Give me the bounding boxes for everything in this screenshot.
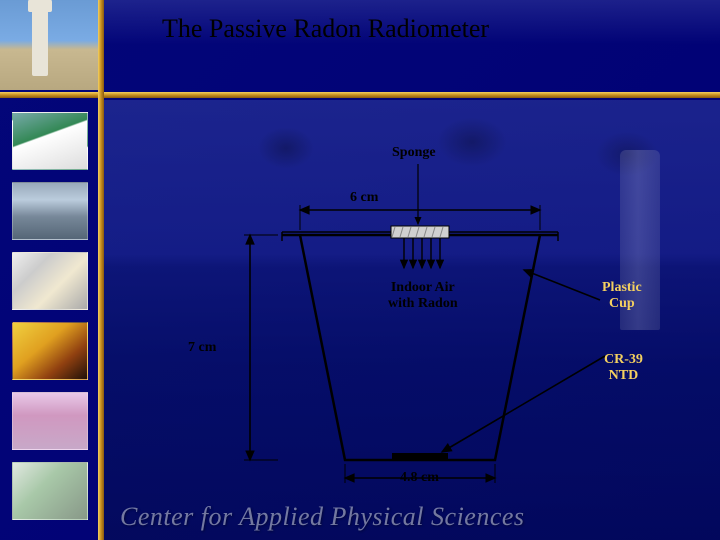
thumbnail xyxy=(12,462,88,520)
thumbnail xyxy=(12,182,88,240)
label-text: Plastic xyxy=(602,280,642,295)
thumbnail xyxy=(12,392,88,450)
label-text: Indoor Air xyxy=(391,280,455,295)
thumbnail-strip xyxy=(12,112,88,520)
label-detector: CR-39 NTD xyxy=(604,352,643,384)
label-top-dim: 6 cm xyxy=(350,190,378,206)
thumbnail xyxy=(12,252,88,310)
label-bottom-dim: 4.8 cm xyxy=(400,470,439,486)
title-area: The Passive Radon Radiometer xyxy=(100,0,720,44)
label-sponge: Sponge xyxy=(392,145,436,161)
divider-vertical xyxy=(98,0,104,540)
label-text: CR-39 xyxy=(604,352,643,367)
diagram-svg xyxy=(170,130,650,500)
footer-text: Center for Applied Physical Sciences xyxy=(120,502,525,532)
header-tower-icon xyxy=(32,6,48,76)
label-height-dim: 7 cm xyxy=(188,340,216,356)
label-text: NTD xyxy=(609,368,639,383)
divider-horizontal xyxy=(0,92,720,98)
thumbnail xyxy=(12,322,88,380)
page-title: The Passive Radon Radiometer xyxy=(162,14,720,44)
label-plastic-cup: Plastic Cup xyxy=(602,280,642,312)
label-text: Cup xyxy=(609,296,635,311)
header: The Passive Radon Radiometer xyxy=(0,0,720,90)
radiometer-diagram: Sponge 6 cm 7 cm 4.8 cm Indoor Air with … xyxy=(170,130,650,500)
header-photo xyxy=(0,0,100,90)
label-text: with Radon xyxy=(388,296,458,311)
thumbnail xyxy=(12,112,88,170)
label-indoor-air: Indoor Air with Radon xyxy=(388,280,458,312)
